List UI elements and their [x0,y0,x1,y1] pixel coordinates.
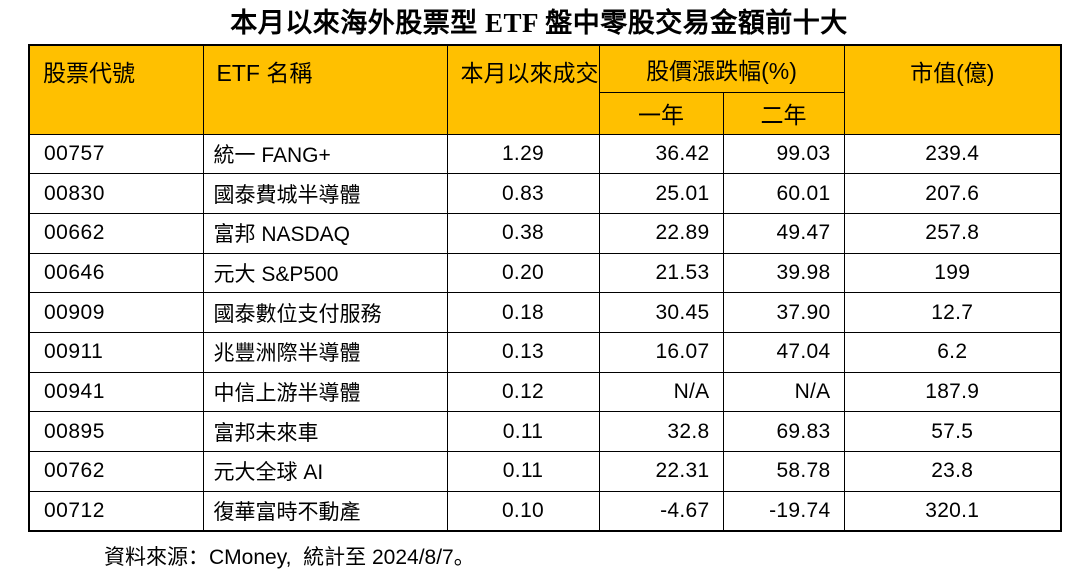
cell-one-year-change: 25.01 [598,173,724,214]
cell-one-year-change: 30.45 [598,292,724,333]
cell-month-amount: 0.10 [446,490,600,532]
col-header-etf-name: ETF 名稱 [202,44,448,135]
col-header-price-change: 股價漲跌幅(%) [598,44,845,93]
cell-month-amount: 0.38 [446,212,600,254]
table-row: 00941 中信上游半導體 0.12 N/A N/A 187.9 [28,371,1062,413]
cell-one-year-change: 36.42 [598,133,724,175]
header-row-top: 股票代號 ETF 名稱 本月以來成交金額(億) 股價漲跌幅(%) 市值(億) [28,44,1062,135]
cell-stock-code: 00909 [28,292,204,333]
cell-market-cap: 320.1 [843,490,1062,532]
table-row: 00911 兆豐洲際半導體 0.13 16.07 47.04 6.2 [28,331,1062,373]
cell-two-year-change: 58.78 [722,451,845,492]
etf-ranking-table: 股票代號 ETF 名稱 本月以來成交金額(億) 股價漲跌幅(%) 市值(億) 一… [28,44,1062,532]
cell-two-year-change: 60.01 [722,173,845,214]
col-header-two-year: 二年 [722,91,845,135]
table-row: 00646 元大 S&P500 0.20 21.53 39.98 199 [28,252,1062,294]
cell-one-year-change: 32.8 [598,411,724,452]
cell-one-year-change: 16.07 [598,331,724,373]
cell-month-amount: 1.29 [446,133,600,175]
cell-month-amount: 0.83 [446,173,600,214]
cell-stock-code: 00662 [28,212,204,254]
table-row: 00830 國泰費城半導體 0.83 25.01 60.01 207.6 [28,173,1062,214]
cell-stock-code: 00712 [28,490,204,532]
page-title: 本月以來海外股票型 ETF 盤中零股交易金額前十大 [230,8,848,38]
cell-etf-name: 國泰數位支付服務 [202,292,448,333]
cell-etf-name: 國泰費城半導體 [202,173,448,214]
cell-month-amount: 0.18 [446,292,600,333]
cell-one-year-change: N/A [598,371,724,413]
cell-market-cap: 199 [843,252,1062,294]
cell-etf-name: 元大全球 AI [202,451,448,492]
cell-market-cap: 187.9 [843,371,1062,413]
cell-two-year-change: 99.03 [722,133,845,175]
cell-one-year-change: -4.67 [598,490,724,532]
cell-month-amount: 0.20 [446,252,600,294]
cell-month-amount: 0.11 [446,451,600,492]
cell-market-cap: 6.2 [843,331,1062,373]
cell-market-cap: 257.8 [843,212,1062,254]
cell-two-year-change: 69.83 [722,411,845,452]
cell-month-amount: 0.12 [446,371,600,413]
header-row-sub: 一年 二年 [29,91,1061,135]
cell-stock-code: 00911 [28,331,204,373]
cell-one-year-change: 22.31 [598,451,724,492]
table-row: 00762 元大全球 AI 0.11 22.31 58.78 23.8 [28,451,1062,492]
cell-stock-code: 00830 [28,173,204,214]
col-header-market-cap: 市值(億) [843,44,1062,135]
cell-stock-code: 00757 [28,133,204,175]
cell-market-cap: 12.7 [843,292,1062,333]
cell-market-cap: 207.6 [843,173,1062,214]
cell-etf-name: 元大 S&P500 [202,252,448,294]
cell-market-cap: 57.5 [843,411,1062,452]
cell-stock-code: 00762 [28,451,204,492]
cell-two-year-change: 47.04 [722,331,845,373]
cell-etf-name: 復華富時不動產 [202,490,448,532]
cell-etf-name: 兆豐洲際半導體 [202,331,448,373]
cell-one-year-change: 22.89 [598,212,724,254]
cell-two-year-change: N/A [722,371,845,413]
cell-market-cap: 239.4 [843,133,1062,175]
table-row: 00662 富邦 NASDAQ 0.38 22.89 49.47 257.8 [28,212,1062,254]
cell-two-year-change: 37.90 [722,292,845,333]
cell-etf-name: 富邦 NASDAQ [202,212,448,254]
table-row: 00712 復華富時不動產 0.10 -4.67 -19.74 320.1 [28,490,1062,532]
table-row: 00909 國泰數位支付服務 0.18 30.45 37.90 12.7 [28,292,1062,333]
cell-month-amount: 0.11 [446,411,600,452]
table-row: 00757 統一 FANG+ 1.29 36.42 99.03 239.4 [28,133,1062,175]
cell-two-year-change: 39.98 [722,252,845,294]
col-header-stock-code: 股票代號 [28,44,204,135]
cell-one-year-change: 21.53 [598,252,724,294]
cell-etf-name: 富邦未來車 [202,411,448,452]
cell-stock-code: 00646 [28,252,204,294]
cell-month-amount: 0.13 [446,331,600,373]
table-row: 00895 富邦未來車 0.11 32.8 69.83 57.5 [28,411,1062,452]
cell-etf-name: 中信上游半導體 [202,371,448,413]
cell-stock-code: 00941 [28,371,204,413]
cell-market-cap: 23.8 [843,451,1062,492]
cell-stock-code: 00895 [28,411,204,452]
cell-two-year-change: -19.74 [722,490,845,532]
source-note: 資料來源：CMoney, 統計至 2024/8/7。 [104,545,475,569]
col-header-month-amount: 本月以來成交金額(億) [446,44,600,135]
cell-two-year-change: 49.47 [722,212,845,254]
cell-etf-name: 統一 FANG+ [202,133,448,175]
col-header-one-year: 一年 [598,91,724,135]
